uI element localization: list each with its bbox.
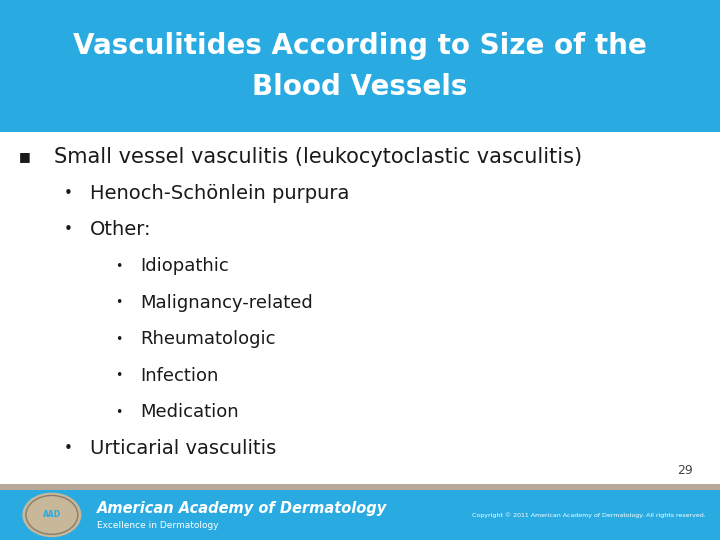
Text: Excellence in Dermatology: Excellence in Dermatology xyxy=(97,521,219,530)
Text: Idiopathic: Idiopathic xyxy=(140,257,229,275)
Text: •: • xyxy=(64,222,73,237)
Text: Blood Vessels: Blood Vessels xyxy=(252,73,468,100)
Text: AAD: AAD xyxy=(42,510,61,519)
Text: ■: ■ xyxy=(19,150,31,163)
Bar xyxy=(0,490,720,540)
Bar xyxy=(0,0,720,132)
Text: Vasculitides According to Size of the: Vasculitides According to Size of the xyxy=(73,32,647,59)
Text: Rheumatologic: Rheumatologic xyxy=(140,330,276,348)
Text: •: • xyxy=(115,333,122,346)
Text: Small vessel vasculitis (leukocytoclastic vasculitis): Small vessel vasculitis (leukocytoclasti… xyxy=(54,146,582,167)
Text: Medication: Medication xyxy=(140,403,239,421)
Text: Henoch-Schönlein purpura: Henoch-Schönlein purpura xyxy=(90,184,349,202)
Text: •: • xyxy=(64,441,73,456)
Text: 29: 29 xyxy=(677,464,693,477)
Text: Other:: Other: xyxy=(90,220,151,239)
Text: Infection: Infection xyxy=(140,367,219,384)
Text: Malignancy-related: Malignancy-related xyxy=(140,294,313,312)
Text: Copyright © 2011 American Academy of Dermatology. All rights reserved.: Copyright © 2011 American Academy of Der… xyxy=(472,512,706,518)
Text: Urticarial vasculitis: Urticarial vasculitis xyxy=(90,439,276,458)
Text: American Academy of Dermatology: American Academy of Dermatology xyxy=(97,501,387,516)
Text: •: • xyxy=(64,186,73,200)
Text: •: • xyxy=(115,369,122,382)
Text: •: • xyxy=(115,406,122,419)
Circle shape xyxy=(23,494,81,537)
Text: •: • xyxy=(115,296,122,309)
Text: •: • xyxy=(115,260,122,273)
Bar xyxy=(0,484,720,490)
